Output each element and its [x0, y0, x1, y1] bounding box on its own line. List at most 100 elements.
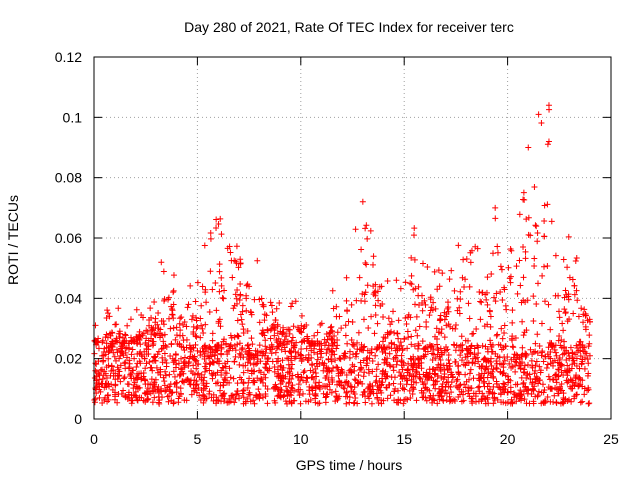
data-point [558, 381, 565, 388]
grid-lines [94, 57, 611, 419]
data-point [348, 337, 355, 344]
data-point [249, 341, 256, 348]
data-point [585, 384, 592, 391]
data-point [158, 317, 165, 324]
data-point [308, 361, 315, 368]
data-point [547, 326, 554, 333]
data-point [567, 344, 574, 351]
data-point [274, 321, 281, 328]
data-point [115, 305, 122, 312]
data-point [144, 397, 151, 404]
data-point [343, 372, 350, 379]
data-point [408, 272, 415, 279]
data-point [110, 349, 117, 356]
data-point [106, 383, 113, 390]
data-point [314, 356, 321, 363]
data-point [171, 357, 178, 364]
data-point [257, 358, 264, 365]
data-point [512, 368, 519, 375]
data-point [562, 287, 569, 294]
data-point [347, 366, 354, 373]
data-point [329, 378, 336, 385]
data-point [566, 274, 573, 281]
data-point [104, 307, 111, 314]
data-point [506, 275, 513, 282]
data-point [385, 343, 392, 350]
data-point [177, 327, 184, 334]
data-point [222, 363, 229, 370]
data-point [581, 365, 588, 372]
data-point [459, 341, 466, 348]
data-point [95, 370, 102, 377]
data-point [152, 319, 159, 326]
data-point [339, 369, 346, 376]
data-point [572, 257, 579, 264]
data-point [202, 342, 209, 349]
data-point [303, 345, 310, 352]
data-point [372, 281, 379, 288]
data-point [228, 334, 235, 341]
data-point [545, 373, 552, 380]
data-point [320, 367, 327, 374]
data-point [124, 354, 131, 361]
data-point [391, 374, 398, 381]
data-point [352, 395, 359, 402]
data-point [92, 385, 99, 392]
data-point [272, 317, 279, 324]
data-point [344, 307, 351, 314]
data-point [238, 316, 245, 323]
data-point [197, 396, 204, 403]
data-point [166, 315, 173, 322]
data-point [487, 323, 494, 330]
data-point [140, 314, 147, 321]
data-point [170, 315, 177, 322]
data-point [579, 398, 586, 405]
data-point [482, 291, 489, 298]
data-point [391, 341, 398, 348]
data-point [581, 391, 588, 398]
data-point [465, 337, 472, 344]
data-point [186, 381, 193, 388]
data-point [416, 302, 423, 309]
data-point [486, 307, 493, 314]
data-point [415, 355, 422, 362]
data-point [532, 378, 539, 385]
data-point [231, 257, 238, 264]
data-point [413, 397, 420, 404]
data-point [586, 352, 593, 359]
data-point [203, 345, 210, 352]
data-point [400, 400, 407, 407]
data-point [532, 340, 539, 347]
data-point [493, 364, 500, 371]
data-point [154, 351, 161, 358]
data-point [408, 281, 415, 288]
data-point [403, 320, 410, 327]
data-point [410, 356, 417, 363]
data-point [400, 362, 407, 369]
data-point [187, 377, 194, 384]
data-point [454, 295, 461, 302]
data-point [224, 358, 231, 365]
data-point [306, 391, 313, 398]
data-point [410, 372, 417, 379]
data-point [192, 385, 199, 392]
data-point [400, 359, 407, 366]
data-point [202, 321, 209, 328]
data-point [369, 368, 376, 375]
data-point [236, 361, 243, 368]
data-point [129, 346, 136, 353]
data-point [284, 369, 291, 376]
data-point [541, 202, 548, 209]
data-point [561, 367, 568, 374]
data-point [284, 338, 291, 345]
data-point [423, 397, 430, 404]
data-point [223, 348, 230, 355]
data-point [505, 376, 512, 383]
data-point [117, 330, 124, 337]
data-point [579, 358, 586, 365]
data-point [448, 389, 455, 396]
data-point [407, 394, 414, 401]
data-point [160, 268, 167, 275]
data-point [268, 302, 275, 309]
data-point [404, 377, 411, 384]
